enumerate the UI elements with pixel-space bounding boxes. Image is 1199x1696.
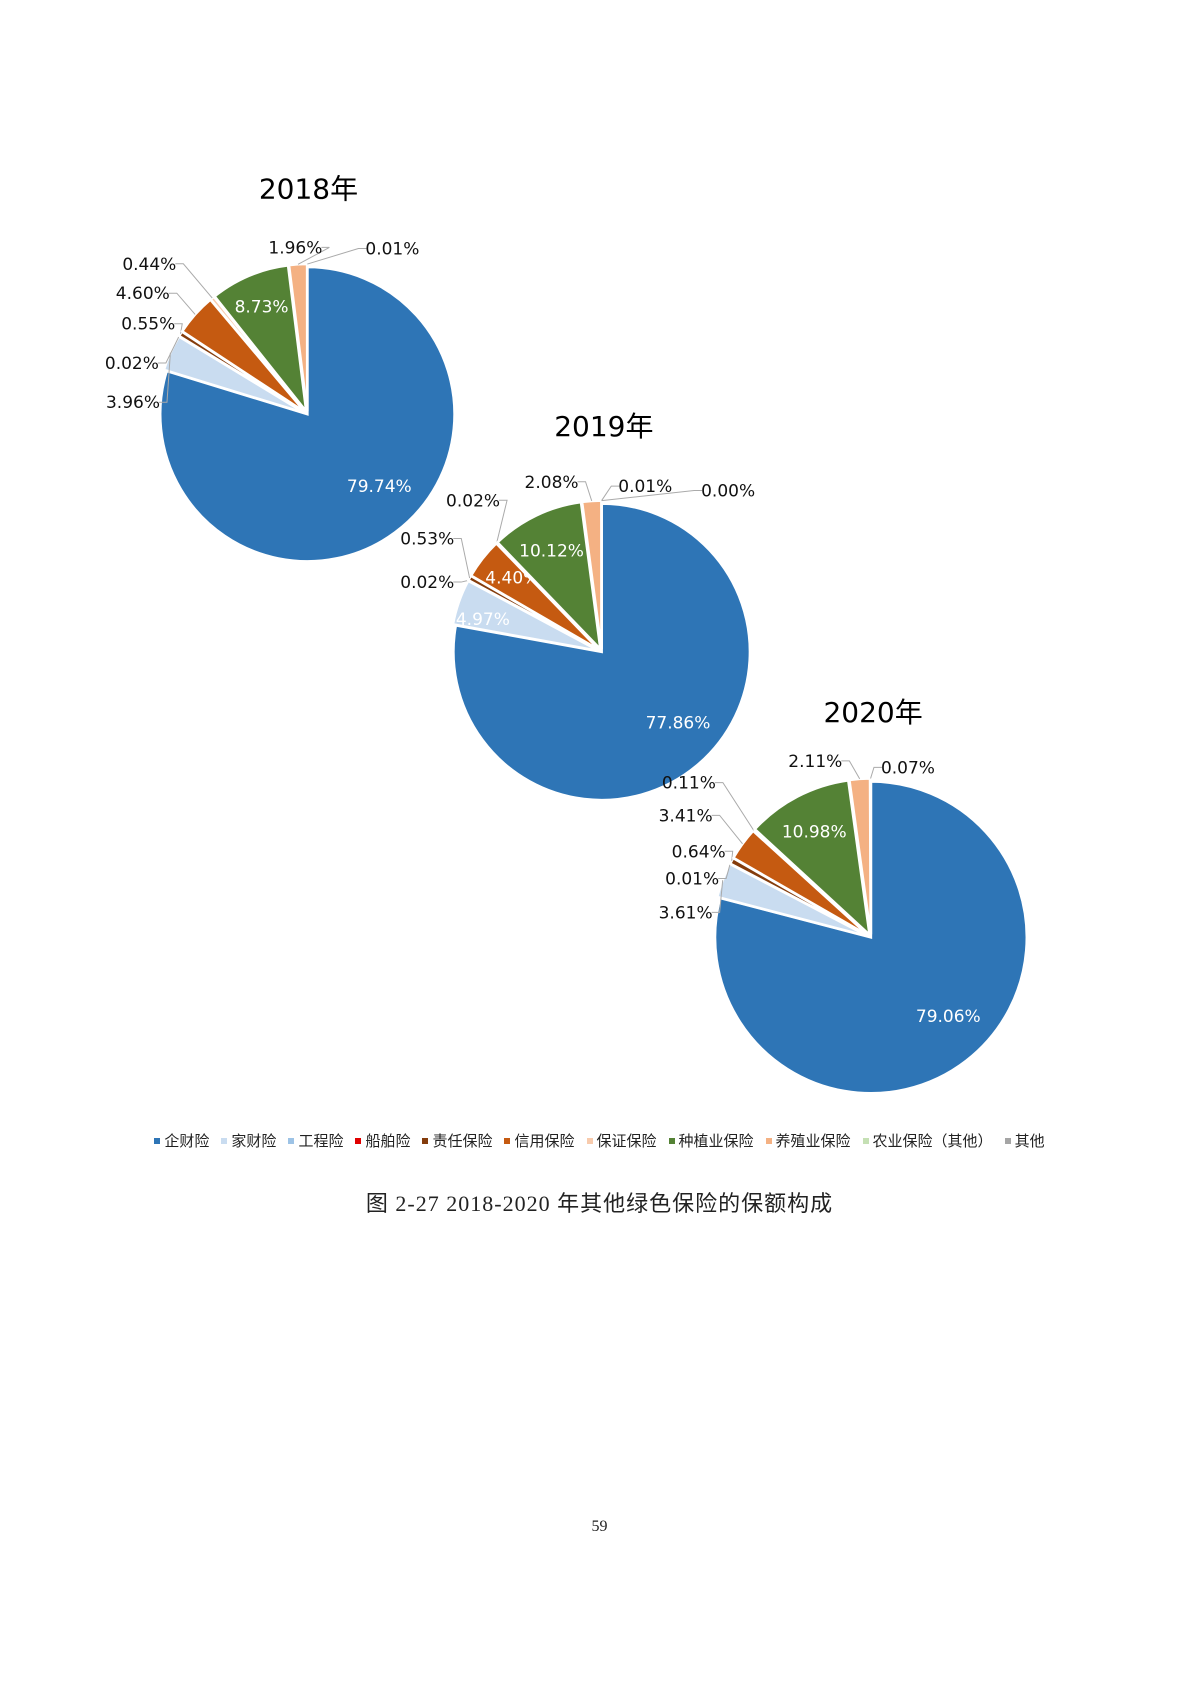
leader-line xyxy=(174,323,183,334)
legend-label: 种植业保险 xyxy=(678,1132,754,1150)
legend-swatch xyxy=(668,1137,675,1144)
data-label: 3.61% xyxy=(659,903,713,923)
legend-item: 其他 xyxy=(1004,1130,1045,1151)
data-label: 0.02% xyxy=(446,491,500,511)
legend-label: 养殖业保险 xyxy=(775,1132,851,1150)
leader-line xyxy=(158,352,171,403)
data-label: 79.06% xyxy=(916,1007,981,1027)
pie-chart-2020年: 2020年 79.06% 3.61% 0.01% 0.64% 3.41% 0.11% 10.9… xyxy=(659,696,1029,1095)
legend-item: 船舶险 xyxy=(355,1130,410,1151)
data-label: 4.97% xyxy=(456,610,510,630)
legend-swatch xyxy=(288,1137,295,1144)
data-label: 3.41% xyxy=(659,806,713,826)
legend-item: 信用保险 xyxy=(504,1130,575,1151)
data-label: 0.01% xyxy=(665,870,719,890)
data-label: 0.00% xyxy=(701,482,755,502)
chart-title: 2018年 xyxy=(259,173,358,206)
page-number: 59 xyxy=(591,1518,608,1535)
leader-line xyxy=(711,880,724,913)
leader-line xyxy=(724,850,734,861)
legend-item: 养殖业保险 xyxy=(765,1130,851,1151)
legend-item: 家财险 xyxy=(221,1130,276,1151)
pie-slice-种植业保险 xyxy=(495,500,603,653)
leader-line xyxy=(157,335,180,364)
chart-title: 2020年 xyxy=(823,696,922,729)
leader-line xyxy=(841,760,861,780)
leader-line xyxy=(601,485,620,501)
leader-line xyxy=(168,292,196,315)
data-label: 0.64% xyxy=(672,842,726,862)
data-label: 77.86% xyxy=(646,714,711,734)
legend-label: 船舶险 xyxy=(365,1132,411,1150)
legend-swatch xyxy=(355,1137,362,1144)
leader-line xyxy=(577,481,593,502)
leader-line xyxy=(453,537,471,579)
data-label: 0.07% xyxy=(881,758,935,778)
pie-slice-种植业保险 xyxy=(753,778,872,939)
legend-item: 企财险 xyxy=(154,1130,209,1151)
legend-swatch xyxy=(1004,1137,1011,1144)
legend-label: 信用保险 xyxy=(514,1132,575,1150)
legend-swatch xyxy=(221,1137,228,1144)
legend-label: 企财险 xyxy=(164,1132,210,1150)
legend-swatch xyxy=(154,1137,161,1144)
legend-swatch xyxy=(586,1137,593,1144)
legend-label: 责任保险 xyxy=(432,1132,493,1150)
data-label: 0.02% xyxy=(105,354,159,374)
data-label: 1.96% xyxy=(268,238,322,258)
figure-caption: 图 2-27 2018-2020 年其他绿色保险的保额构成 xyxy=(365,1191,834,1216)
data-label: 0.02% xyxy=(400,573,454,593)
leader-line xyxy=(711,814,743,845)
leader-line xyxy=(496,499,508,544)
legend-swatch xyxy=(504,1137,511,1144)
data-label: 2.08% xyxy=(525,473,579,493)
data-label: 2.11% xyxy=(788,752,842,772)
legend-swatch xyxy=(765,1137,772,1144)
data-label: 0.11% xyxy=(662,774,716,794)
legend-item: 工程险 xyxy=(288,1130,343,1151)
data-label: 79.74% xyxy=(347,477,412,497)
leader-line xyxy=(601,490,703,502)
legend: 企财险 家财险 工程险 船舶险 责任保险 信用保险 保证保险 种植业保险 养殖业保险 农业保险（其… xyxy=(0,1130,1199,1151)
legend-label: 其他 xyxy=(1014,1132,1045,1150)
leader-line xyxy=(870,766,882,779)
legend-label: 工程险 xyxy=(298,1132,344,1150)
legend-label: 家财险 xyxy=(231,1132,277,1150)
pie-slice-农业保险（其他） xyxy=(868,777,873,935)
legend-label: 保证保险 xyxy=(596,1132,657,1150)
legend-swatch xyxy=(862,1137,869,1144)
data-label: 10.12% xyxy=(519,541,584,561)
leader-line xyxy=(175,263,213,299)
pie-chart-2018年: 2018年 79.74% 3.96% 0.02% 0.55% 4.60% 0.44% 8.73… xyxy=(105,173,456,563)
legend-item: 责任保险 xyxy=(422,1130,492,1151)
data-label: 8.73% xyxy=(235,297,289,317)
legend-label: 农业保险（其他） xyxy=(872,1132,993,1150)
legend-item: 农业保险（其他） xyxy=(862,1130,993,1151)
legend-item: 种植业保险 xyxy=(668,1130,754,1151)
data-label: 3.96% xyxy=(106,393,160,413)
data-label: 10.98% xyxy=(782,823,847,843)
data-label: 0.01% xyxy=(618,477,672,497)
legend-swatch xyxy=(422,1137,429,1144)
chart-title: 2019年 xyxy=(554,410,653,443)
leader-line xyxy=(714,782,755,831)
leader-line xyxy=(297,246,330,265)
leader-line xyxy=(718,863,731,880)
data-label: 4.60% xyxy=(116,284,170,304)
data-label: 0.44% xyxy=(122,255,176,275)
data-label: 0.01% xyxy=(365,240,419,260)
data-label: 0.53% xyxy=(400,529,454,549)
leader-line xyxy=(453,579,469,583)
data-label: 0.55% xyxy=(121,315,175,335)
pie-chart-2019年: 2019年77.86%4.97%0.02%0.53%4.40%0.02%10.1… xyxy=(400,410,755,802)
legend-item: 保证保险 xyxy=(586,1130,657,1151)
pie-slice-企财险 xyxy=(713,780,1029,1095)
leader-line xyxy=(307,248,367,265)
